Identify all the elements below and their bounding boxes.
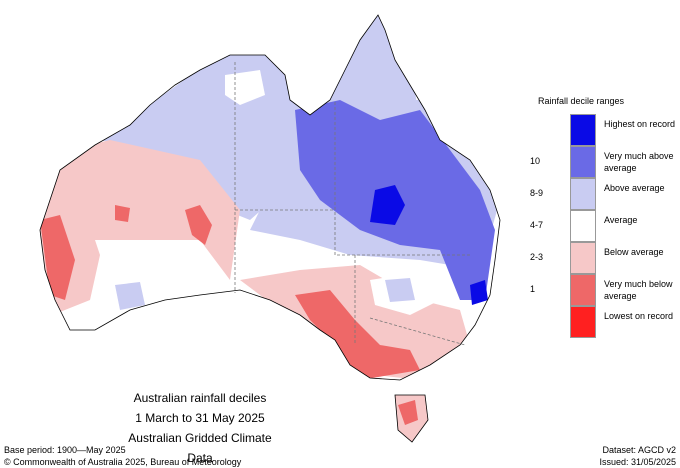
- legend-item: Lowest on record: [530, 306, 680, 338]
- legend-item: 4-7 Average: [530, 210, 680, 242]
- legend-swatch: [570, 274, 596, 306]
- caption-line: Australian Gridded Climate Data: [128, 431, 272, 465]
- legend-swatch: [570, 242, 596, 274]
- legend-swatch: [570, 146, 596, 178]
- legend-label: Highest on record: [604, 119, 676, 129]
- legend-label: Below average: [604, 247, 664, 257]
- legend-label: Very much above average: [604, 151, 674, 173]
- legend-title: Rainfall decile ranges: [538, 96, 625, 106]
- dataset: Dataset: AGCD v2: [602, 445, 676, 455]
- legend-label: Average: [604, 215, 638, 225]
- legend-decile: 4-7: [530, 220, 544, 230]
- state-borders: [234, 62, 470, 346]
- legend-decile: 8-9: [530, 188, 544, 198]
- legend-item: 2-3 Below average: [530, 242, 680, 274]
- legend-item: 10 Very much above average: [530, 146, 680, 178]
- legend-swatch: [570, 210, 596, 242]
- legend-decile: 2-3: [530, 252, 544, 262]
- legend-item: Highest on record: [530, 114, 680, 146]
- tasmania-region: [398, 400, 418, 425]
- legend-item: 8-9 Above average: [530, 178, 680, 210]
- legend-label: Above average: [604, 183, 665, 193]
- legend-decile: 1: [530, 284, 536, 294]
- decile-regions: [40, 15, 500, 380]
- legend-swatch: [570, 114, 596, 146]
- copyright: © Commonwealth of Australia 2025, Bureau…: [4, 457, 242, 467]
- base-period: Base period: 1900—May 2025: [4, 445, 126, 455]
- caption-line: Australian rainfall deciles: [133, 391, 267, 405]
- issued: Issued: 31/05/2025: [599, 457, 676, 467]
- legend-swatch: [570, 178, 596, 210]
- caption-line: 1 March to 31 May 2025: [135, 411, 265, 425]
- legend-label: Very much below average: [604, 279, 673, 301]
- caption: Australian rainfall deciles 1 March to 3…: [120, 388, 280, 468]
- legend-decile: 10: [530, 156, 541, 166]
- legend-item: 1 Very much below average: [530, 274, 680, 306]
- legend-swatch: [570, 306, 596, 338]
- legend-label: Lowest on record: [604, 311, 674, 321]
- coastline: [39, 14, 501, 381]
